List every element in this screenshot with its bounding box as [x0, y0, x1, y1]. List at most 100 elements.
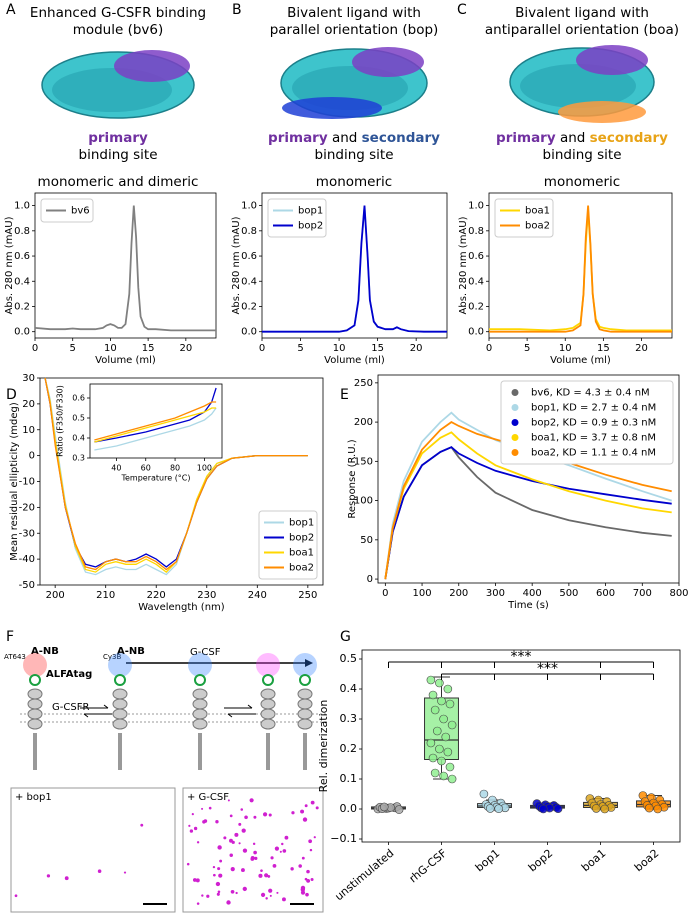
y-tick-label: 1.0 [468, 201, 484, 212]
spot [196, 902, 200, 905]
series-line [489, 205, 672, 333]
x-tick-label: bop2 [526, 847, 556, 875]
data-point [437, 756, 446, 766]
spot [250, 857, 255, 861]
series-line [94, 401, 217, 441]
spot [276, 891, 279, 894]
x-tick-label: 15 [371, 343, 384, 354]
plot-area [89, 383, 223, 459]
y-tick-label: -40 [19, 554, 35, 565]
x-tick-label: 80 [170, 464, 180, 473]
spot [310, 800, 315, 805]
significance-label: *** [511, 649, 532, 665]
x-tick-label: 700 [633, 588, 652, 599]
spot [201, 894, 204, 897]
ligand-label: G-CSF [190, 647, 221, 658]
site-label-part: binding site [79, 147, 158, 163]
y-tick-label: 0.2 [241, 301, 257, 312]
panel-letter: G [340, 629, 351, 645]
y-tick-label: 0.3 [72, 454, 85, 463]
series-line [94, 407, 217, 451]
data-point [485, 804, 495, 813]
x-tick-label: rhG-CSF [407, 847, 450, 886]
x-tick-label: 200 [449, 588, 468, 599]
spot [254, 856, 258, 861]
series-line [384, 411, 672, 580]
y-tick-label: 150 [354, 456, 373, 467]
legend-marker [511, 449, 519, 456]
data-point [494, 804, 504, 814]
legend-label: bv6 [71, 206, 90, 217]
spot [300, 885, 306, 891]
receptor-domain [260, 718, 276, 730]
site-label-part: primary [268, 130, 328, 146]
dye-glow [256, 653, 280, 677]
data-point [430, 768, 440, 778]
x-tick-label: 230 [197, 590, 216, 601]
x-tick-label: 15 [597, 343, 610, 354]
spot [315, 806, 319, 810]
spot [215, 881, 221, 887]
spot [186, 862, 190, 866]
spot [252, 842, 256, 846]
dye-glow [188, 653, 212, 677]
arrow-head [305, 659, 313, 667]
y-tick-label: -30 [19, 528, 35, 539]
micrograph-label: + bop1 [15, 792, 52, 803]
x-tick-label: 10 [333, 343, 346, 354]
y-tick-label: 0.2 [14, 301, 30, 312]
spot [241, 828, 246, 833]
spot [231, 840, 235, 844]
legend-label: bop2 [289, 533, 314, 544]
data-point [441, 732, 451, 742]
x-tick-label: 400 [523, 588, 542, 599]
site-label: primary [88, 130, 148, 146]
spot [14, 894, 18, 898]
nanobody-label: A-NB [117, 646, 145, 657]
data-point [432, 726, 442, 736]
spot [201, 807, 204, 810]
spot [279, 850, 282, 853]
site-label-part: secondary [362, 130, 441, 146]
site-label-part: and [560, 130, 585, 146]
spot [223, 836, 227, 840]
dye-glow [293, 653, 317, 677]
y-tick-label: 0.5 [340, 652, 358, 665]
y-tick-label: 0.6 [241, 251, 257, 262]
legend-label: boa1 [289, 548, 314, 559]
legend-label: boa1, KD = 3.7 ± 0.8 nM [531, 433, 656, 444]
panel-letter: D [6, 387, 17, 403]
legend-label: bop2, KD = 0.9 ± 0.3 nM [531, 418, 656, 429]
y-tick-label: 0.8 [14, 226, 30, 237]
y-tick-label: 10 [22, 425, 35, 436]
data-point [439, 771, 448, 781]
primary-site [576, 45, 648, 75]
site-label-part: primary [496, 130, 556, 146]
y-axis-label: Abs. 280 nm (mAU) [4, 216, 15, 314]
x-axis-label: Time (s) [507, 600, 549, 611]
series-line [44, 377, 308, 571]
spot [242, 848, 248, 853]
spot [123, 871, 127, 874]
spot [229, 853, 233, 858]
site-label: primary and secondary [268, 130, 440, 146]
dye-label: Cy3B [103, 653, 121, 661]
data-point [426, 738, 436, 748]
y-tick-label: 0.5 [72, 414, 85, 423]
data-point [394, 805, 404, 814]
site-label-part: and [332, 130, 357, 146]
spot [305, 892, 309, 897]
series-line [94, 387, 217, 443]
spot [195, 878, 200, 883]
spot [230, 889, 235, 894]
y-tick-label: 0.4 [468, 276, 484, 287]
x-tick-label: 500 [559, 588, 578, 599]
y-tick-label: 250 [354, 378, 373, 389]
y-tick-label: 0.2 [340, 742, 358, 755]
primary-site [352, 47, 424, 77]
receptor-domain [27, 698, 43, 710]
panel-letter: F [6, 629, 14, 645]
y-tick-label: −0.1 [330, 832, 357, 845]
x-tick-label: 0 [259, 343, 265, 354]
protein-helix [520, 64, 636, 108]
